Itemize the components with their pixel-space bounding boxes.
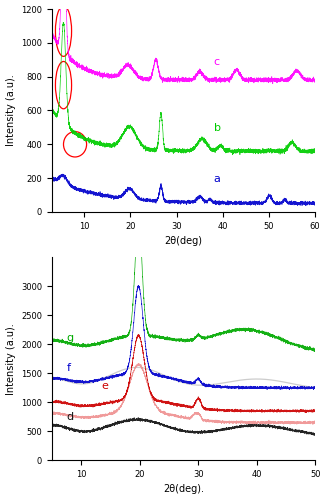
Text: b: b [214, 123, 221, 133]
Y-axis label: Intensity (a.u).: Intensity (a.u). [6, 74, 16, 146]
Text: d: d [67, 412, 74, 422]
Text: a: a [214, 174, 220, 184]
Text: f: f [67, 364, 71, 374]
X-axis label: 2θ(deg): 2θ(deg) [165, 236, 202, 246]
Text: e: e [102, 381, 109, 391]
Text: c: c [214, 57, 220, 67]
X-axis label: 2θ(deg).: 2θ(deg). [163, 484, 204, 494]
Text: g: g [67, 334, 74, 344]
Y-axis label: Intensity (a.u).: Intensity (a.u). [6, 323, 16, 394]
